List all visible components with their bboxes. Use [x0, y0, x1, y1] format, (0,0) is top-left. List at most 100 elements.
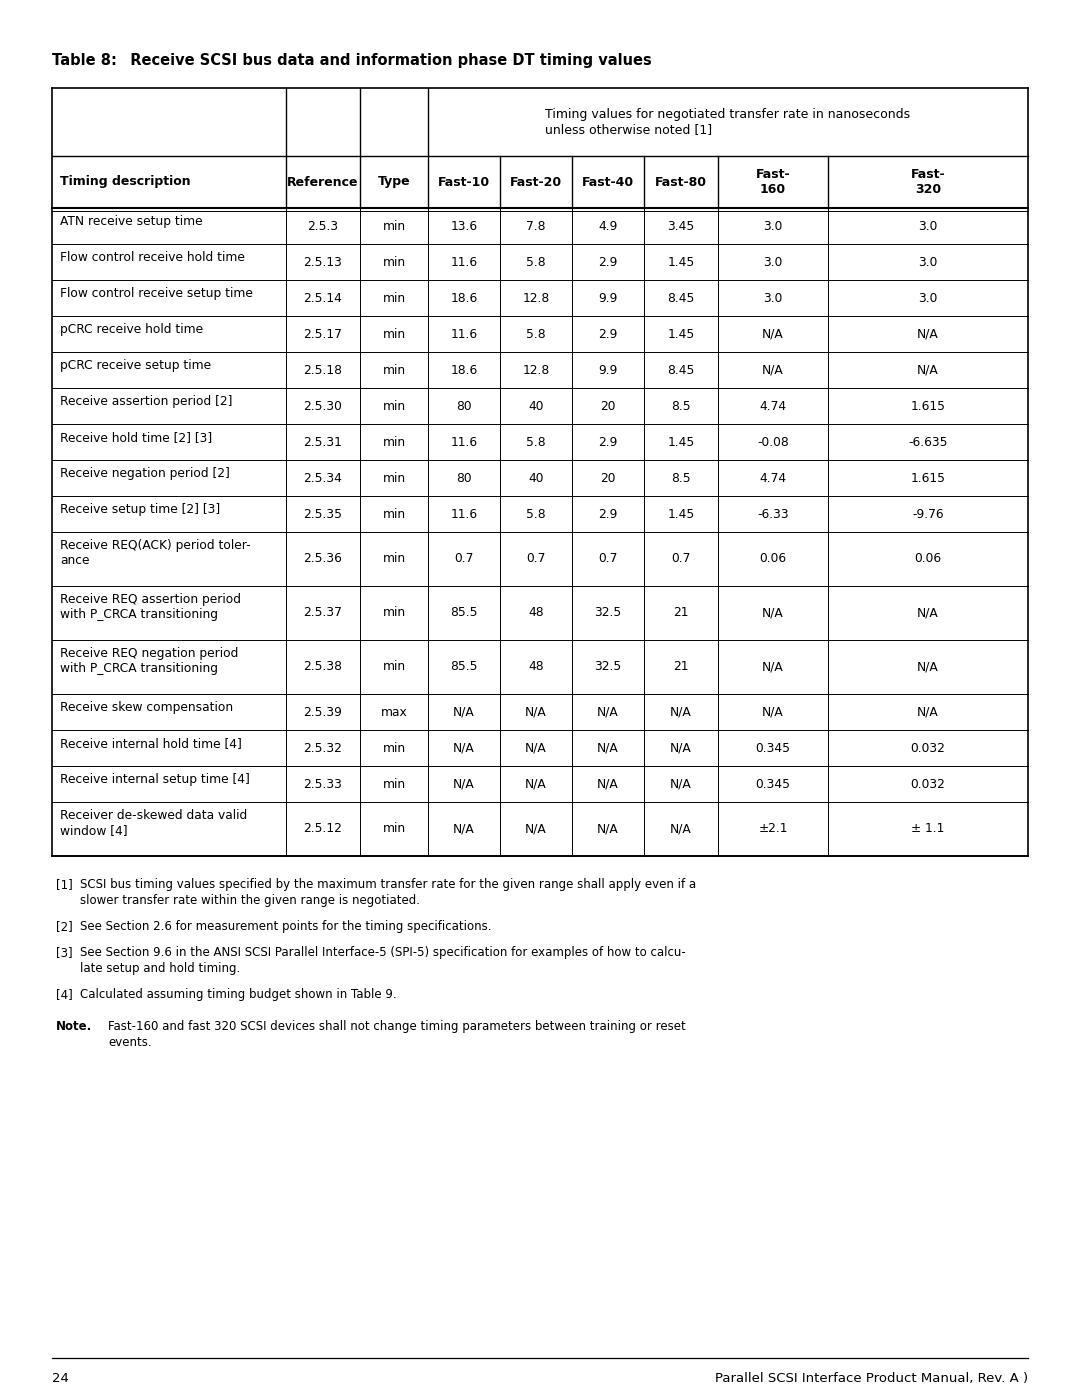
Text: Timing values for negotiated transfer rate in nanoseconds
unless otherwise noted: Timing values for negotiated transfer ra… — [545, 108, 910, 136]
Text: 2.5.12: 2.5.12 — [303, 823, 342, 835]
Text: 0.032: 0.032 — [910, 742, 945, 754]
Text: 8.45: 8.45 — [667, 363, 694, 377]
Text: 1.615: 1.615 — [910, 472, 945, 485]
Text: 2.5.18: 2.5.18 — [303, 363, 342, 377]
Text: min: min — [382, 327, 406, 341]
Text: N/A: N/A — [454, 742, 475, 754]
Text: min: min — [382, 436, 406, 448]
Text: 8.5: 8.5 — [671, 400, 691, 412]
Text: Table 8:: Table 8: — [52, 53, 117, 68]
Text: 32.5: 32.5 — [594, 661, 622, 673]
Text: Fast-40: Fast-40 — [582, 176, 634, 189]
Text: 0.345: 0.345 — [756, 778, 791, 791]
Text: N/A: N/A — [597, 823, 619, 835]
Text: N/A: N/A — [454, 778, 475, 791]
Text: See Section 2.6 for measurement points for the timing specifications.: See Section 2.6 for measurement points f… — [80, 921, 491, 933]
Text: Receive skew compensation: Receive skew compensation — [60, 701, 233, 714]
Text: 8.45: 8.45 — [667, 292, 694, 305]
Text: min: min — [382, 507, 406, 521]
Text: 2.5.32: 2.5.32 — [303, 742, 342, 754]
Text: N/A: N/A — [762, 606, 784, 619]
Text: Reference: Reference — [287, 176, 359, 189]
Text: N/A: N/A — [597, 778, 619, 791]
Text: 11.6: 11.6 — [450, 436, 477, 448]
Text: Parallel SCSI Interface Product Manual, Rev. A ): Parallel SCSI Interface Product Manual, … — [715, 1372, 1028, 1384]
Text: 0.7: 0.7 — [598, 552, 618, 566]
Text: N/A: N/A — [670, 823, 692, 835]
Text: 4.74: 4.74 — [759, 400, 786, 412]
Text: late setup and hold timing.: late setup and hold timing. — [80, 963, 240, 975]
Text: 85.5: 85.5 — [450, 606, 477, 619]
Text: Receive REQ assertion period
with P_CRCA transitioning: Receive REQ assertion period with P_CRCA… — [60, 592, 241, 622]
Text: N/A: N/A — [917, 327, 939, 341]
Text: 2.5.13: 2.5.13 — [303, 256, 342, 268]
Text: 0.06: 0.06 — [915, 552, 942, 566]
Text: 3.0: 3.0 — [764, 292, 783, 305]
Text: min: min — [382, 292, 406, 305]
Text: -9.76: -9.76 — [913, 507, 944, 521]
Text: N/A: N/A — [917, 705, 939, 718]
Text: 12.8: 12.8 — [523, 292, 550, 305]
Text: 5.8: 5.8 — [526, 436, 545, 448]
Text: Receive hold time [2] [3]: Receive hold time [2] [3] — [60, 432, 213, 444]
Text: 5.8: 5.8 — [526, 256, 545, 268]
Text: Fast-20: Fast-20 — [510, 176, 562, 189]
Text: N/A: N/A — [670, 705, 692, 718]
Text: Note.: Note. — [56, 1020, 92, 1032]
Text: Receive setup time [2] [3]: Receive setup time [2] [3] — [60, 503, 220, 515]
Text: [4]: [4] — [56, 988, 72, 1002]
Text: 48: 48 — [528, 661, 544, 673]
Text: N/A: N/A — [597, 742, 619, 754]
Text: 3.0: 3.0 — [918, 256, 937, 268]
Text: N/A: N/A — [917, 606, 939, 619]
Text: -6.33: -6.33 — [757, 507, 788, 521]
Text: 80: 80 — [456, 400, 472, 412]
Text: Receive REQ negation period
with P_CRCA transitioning: Receive REQ negation period with P_CRCA … — [60, 647, 239, 675]
Text: min: min — [382, 472, 406, 485]
Text: Fast-10: Fast-10 — [437, 176, 490, 189]
Text: 3.45: 3.45 — [667, 219, 694, 232]
Text: 2.5.35: 2.5.35 — [303, 507, 342, 521]
Text: ± 1.1: ± 1.1 — [912, 823, 945, 835]
Text: 9.9: 9.9 — [598, 363, 618, 377]
Text: 0.032: 0.032 — [910, 778, 945, 791]
Text: 1.45: 1.45 — [667, 256, 694, 268]
Text: 7.8: 7.8 — [526, 219, 545, 232]
Text: N/A: N/A — [454, 705, 475, 718]
Text: N/A: N/A — [525, 778, 546, 791]
Text: Receive SCSI bus data and information phase DT timing values: Receive SCSI bus data and information ph… — [120, 53, 651, 68]
Text: Flow control receive hold time: Flow control receive hold time — [60, 251, 245, 264]
Text: 4.74: 4.74 — [759, 472, 786, 485]
Text: min: min — [382, 661, 406, 673]
Text: 9.9: 9.9 — [598, 292, 618, 305]
Text: 3.0: 3.0 — [918, 219, 937, 232]
Text: 13.6: 13.6 — [450, 219, 477, 232]
Text: 80: 80 — [456, 472, 472, 485]
Text: 0.06: 0.06 — [759, 552, 786, 566]
Text: 2.5.3: 2.5.3 — [308, 219, 338, 232]
Text: Receiver de-skewed data valid
window [4]: Receiver de-skewed data valid window [4] — [60, 809, 247, 837]
Text: 0.7: 0.7 — [526, 552, 545, 566]
Text: N/A: N/A — [670, 778, 692, 791]
Text: min: min — [382, 606, 406, 619]
Text: Receive negation period [2]: Receive negation period [2] — [60, 467, 230, 481]
Text: N/A: N/A — [762, 705, 784, 718]
Text: 8.5: 8.5 — [671, 472, 691, 485]
Text: 5.8: 5.8 — [526, 507, 545, 521]
Text: 2.9: 2.9 — [598, 436, 618, 448]
Text: 2.5.39: 2.5.39 — [303, 705, 342, 718]
Text: 2.5.17: 2.5.17 — [303, 327, 342, 341]
Text: [2]: [2] — [56, 921, 72, 933]
Text: 5.8: 5.8 — [526, 327, 545, 341]
Text: slower transfer rate within the given range is negotiated.: slower transfer rate within the given ra… — [80, 894, 420, 907]
Text: 40: 40 — [528, 472, 543, 485]
Text: pCRC receive setup time: pCRC receive setup time — [60, 359, 211, 372]
Text: Receive REQ(ACK) period toler-
ance: Receive REQ(ACK) period toler- ance — [60, 539, 251, 567]
Text: min: min — [382, 742, 406, 754]
Text: N/A: N/A — [670, 742, 692, 754]
Text: 2.9: 2.9 — [598, 256, 618, 268]
Text: 2.9: 2.9 — [598, 507, 618, 521]
Text: 21: 21 — [673, 661, 689, 673]
Text: 2.5.36: 2.5.36 — [303, 552, 342, 566]
Text: 40: 40 — [528, 400, 543, 412]
